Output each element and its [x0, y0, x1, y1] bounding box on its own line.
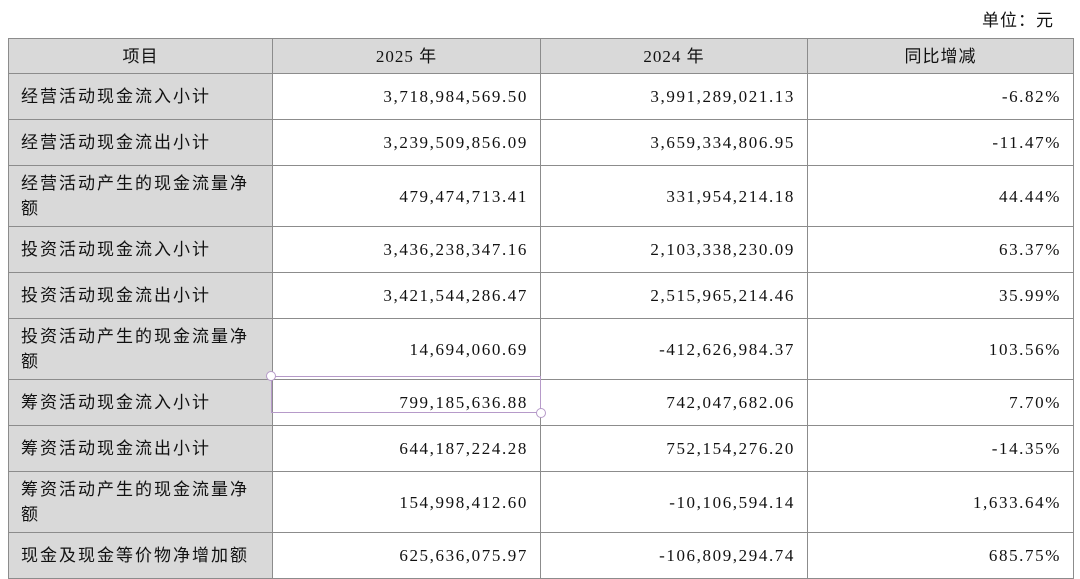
table-row: 经营活动产生的现金流量净额 479,474,713.41 331,954,214.1… — [8, 165, 1074, 227]
table-row: 投资活动现金流入小计 3,436,238,347.16 2,103,338,230.… — [8, 226, 1074, 273]
row-label: 筹资活动现金流入小计 — [8, 379, 273, 426]
value-cell: 103.56% — [807, 318, 1074, 380]
value-cell: 3,991,289,021.13 — [540, 73, 808, 120]
value-cell: 799,185,636.88 — [272, 379, 541, 426]
row-label: 现金及现金等价物净增加额 — [8, 532, 273, 579]
value-cell: -6.82% — [807, 73, 1074, 120]
value-cell: -11.47% — [807, 119, 1074, 166]
value-cell: 2,103,338,230.09 — [540, 226, 808, 273]
table-row: 筹资活动产生的现金流量净额 154,998,412.60 -10,106,594.1… — [8, 471, 1074, 533]
value-cell: 685.75% — [807, 532, 1074, 579]
value-cell: 3,659,334,806.95 — [540, 119, 808, 166]
value-cell: 154,998,412.60 — [272, 471, 541, 533]
value-cell: 63.37% — [807, 226, 1074, 273]
table-row: 筹资活动现金流出小计 644,187,224.28 752,154,276.20 -1… — [8, 425, 1074, 472]
table-row: 筹资活动现金流入小计 799,185,636.88 742,047,682.06 7.… — [8, 379, 1074, 426]
value-cell: 44.44% — [807, 165, 1074, 227]
header-cell: 项目 — [8, 38, 273, 74]
row-label: 经营活动现金流入小计 — [8, 73, 273, 120]
table-row: 投资活动现金流出小计 3,421,544,286.47 2,515,965,214.… — [8, 272, 1074, 319]
cash-flow-table: 项目 2025 年 2024 年同比增减 经营活动现金流入小计 3,718,984,5… — [8, 38, 1074, 579]
row-label: 投资活动产生的现金流量净额 — [8, 318, 273, 380]
header-cell: 2025 年 — [272, 38, 541, 74]
row-label: 投资活动现金流入小计 — [8, 226, 273, 273]
header-cell: 2024 年 — [540, 38, 808, 74]
row-label: 经营活动现金流出小计 — [8, 119, 273, 166]
table-row: 投资活动产生的现金流量净额 14,694,060.69 -412,626,984.3… — [8, 318, 1074, 380]
value-cell: 752,154,276.20 — [540, 425, 808, 472]
value-cell: 479,474,713.41 — [272, 165, 541, 227]
page: 单位：元 项目 2025 年 2024 年同比增减 经营活动现金流入小计 3,718,… — [8, 11, 1074, 579]
table-row: 经营活动现金流出小计 3,239,509,856.09 3,659,334,806.… — [8, 119, 1074, 166]
value-cell: 7.70% — [807, 379, 1074, 426]
row-label: 筹资活动现金流出小计 — [8, 425, 273, 472]
value-cell: 3,239,509,856.09 — [272, 119, 541, 166]
row-label: 筹资活动产生的现金流量净额 — [8, 471, 273, 533]
value-cell: 35.99% — [807, 272, 1074, 319]
value-cell: 3,718,984,569.50 — [272, 73, 541, 120]
table-body: 经营活动现金流入小计 3,718,984,569.50 3,991,289,021.… — [8, 73, 1074, 579]
value-cell: -10,106,594.14 — [540, 471, 808, 533]
value-cell: 14,694,060.69 — [272, 318, 541, 380]
value-cell: 2,515,965,214.46 — [540, 272, 808, 319]
value-cell: -14.35% — [807, 425, 1074, 472]
value-cell: 3,421,544,286.47 — [272, 272, 541, 319]
table-row: 经营活动现金流入小计 3,718,984,569.50 3,991,289,021.… — [8, 73, 1074, 120]
table-row: 现金及现金等价物净增加额 625,636,075.97 -106,809,294.7… — [8, 532, 1074, 579]
unit-label: 单位：元 — [982, 11, 1054, 30]
value-cell: 644,187,224.28 — [272, 425, 541, 472]
value-cell: 742,047,682.06 — [540, 379, 808, 426]
header-cell: 同比增减 — [807, 38, 1074, 74]
row-label: 经营活动产生的现金流量净额 — [8, 165, 273, 227]
value-cell: 331,954,214.18 — [540, 165, 808, 227]
value-cell: -412,626,984.37 — [540, 318, 808, 380]
value-cell: 625,636,075.97 — [272, 532, 541, 579]
value-cell: 1,633.64% — [807, 471, 1074, 533]
value-cell: 3,436,238,347.16 — [272, 226, 541, 273]
value-cell: -106,809,294.74 — [540, 532, 808, 579]
row-label: 投资活动现金流出小计 — [8, 272, 273, 319]
header-row: 项目 2025 年 2024 年同比增减 — [8, 38, 1074, 74]
